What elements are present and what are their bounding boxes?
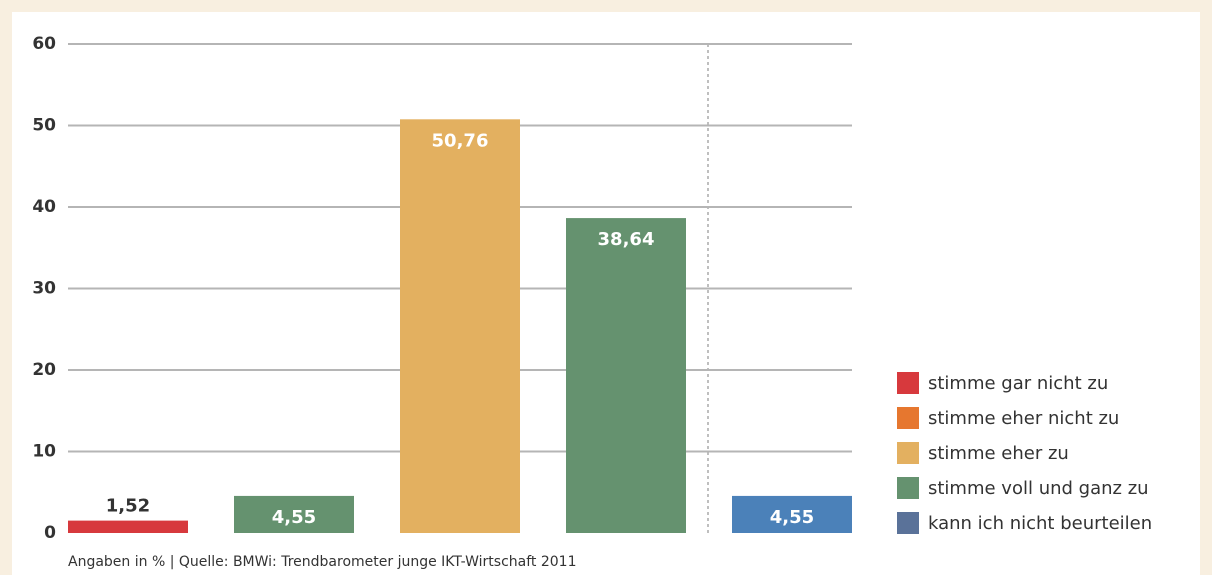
value-label: 4,55	[272, 507, 316, 528]
value-label: 1,52	[106, 496, 150, 517]
legend-label: kann ich nicht beurteilen	[928, 513, 1152, 534]
legend-label: stimme eher nicht zu	[928, 408, 1119, 429]
legend-label: stimme voll und ganz zu	[928, 478, 1149, 499]
y-tick-label: 20	[32, 360, 56, 380]
legend-swatch	[897, 442, 919, 464]
y-tick-label: 0	[44, 523, 56, 543]
y-tick-label: 50	[32, 116, 56, 136]
y-tick-label: 30	[32, 279, 56, 299]
legend-label: stimme gar nicht zu	[928, 373, 1108, 394]
legend-label: stimme eher zu	[928, 443, 1069, 464]
source-note: Angaben in % | Quelle: BMWi: Trendbarome…	[68, 554, 577, 570]
value-label: 38,64	[598, 229, 655, 250]
bar	[234, 495, 354, 533]
y-tick-label: 40	[32, 197, 56, 217]
legend-swatch	[897, 372, 919, 394]
bar	[400, 119, 520, 533]
legend-swatch	[897, 477, 919, 499]
bar	[732, 495, 852, 533]
y-tick-label: 10	[32, 442, 56, 462]
bar	[566, 218, 686, 534]
value-label: 4,55	[770, 507, 814, 528]
legend-swatch	[897, 407, 919, 429]
bar	[68, 520, 188, 533]
legend-swatch	[897, 512, 919, 534]
y-tick-label: 60	[32, 34, 56, 54]
value-label: 50,76	[432, 130, 489, 151]
